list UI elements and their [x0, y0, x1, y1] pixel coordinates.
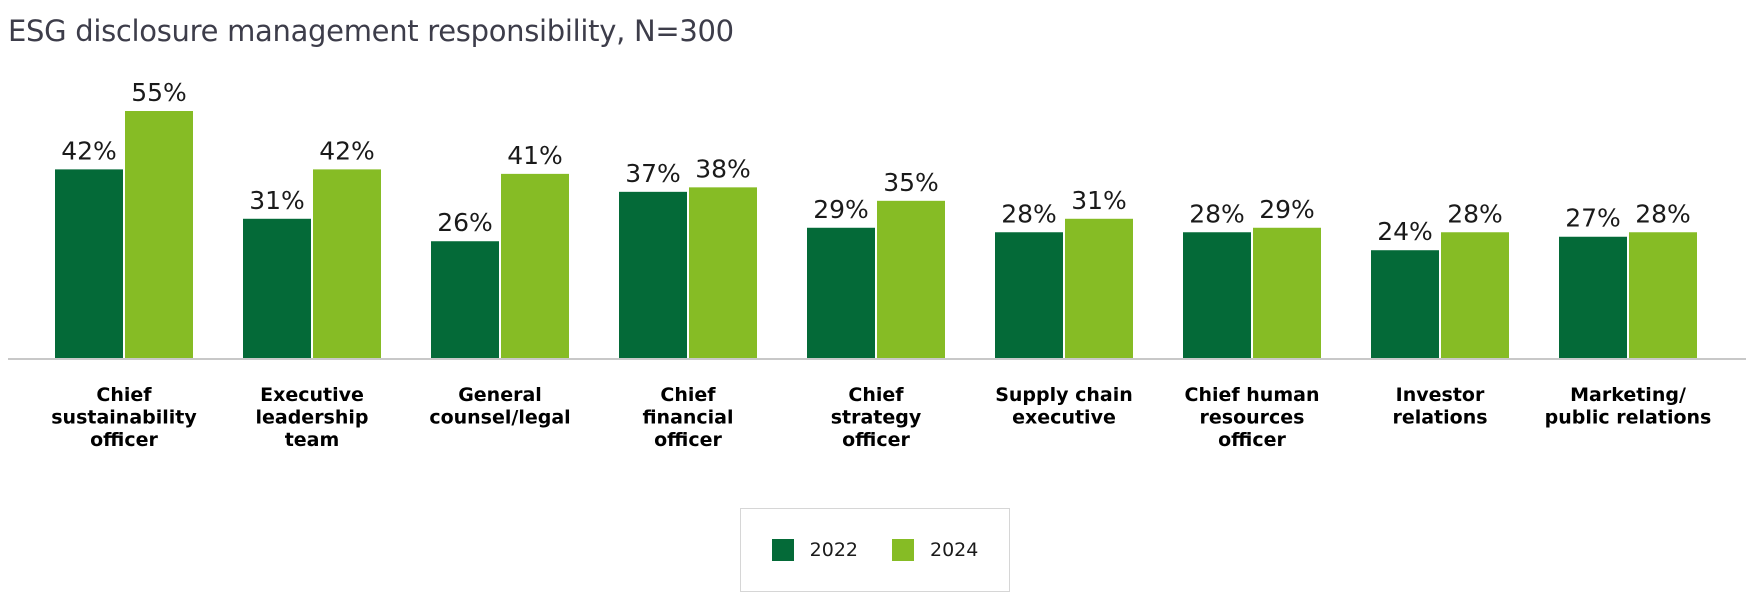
- bar-supply-chain-executive-2024: [1065, 218, 1133, 358]
- category-label-general-counsel-legal: General counsel/legal: [429, 384, 570, 429]
- legend-swatch-2024: [892, 539, 914, 561]
- bar-marketing-public-relations-2024: [1629, 232, 1697, 358]
- bar-chief-sustainability-officer-2022: [55, 169, 123, 358]
- value-label-chief-financial-officer-2022: 37%: [625, 159, 681, 188]
- bar-chief-sustainability-officer-2024: [125, 111, 193, 358]
- category-label-executive-leadership-team: Executive leadership team: [255, 384, 368, 451]
- value-label-chief-strategy-officer-2022: 29%: [813, 195, 869, 224]
- value-label-supply-chain-executive-2022: 28%: [1001, 199, 1057, 228]
- legend-item-2024: 2024: [892, 539, 978, 561]
- value-label-chief-human-resources-officer-2022: 28%: [1189, 199, 1245, 228]
- legend-label-2024: 2024: [930, 539, 979, 561]
- bar-executive-leadership-team-2022: [243, 218, 311, 358]
- bar-chief-strategy-officer-2022: [807, 227, 875, 358]
- bar-chief-financial-officer-2022: [619, 191, 687, 358]
- value-label-chief-financial-officer-2024: 38%: [695, 154, 751, 183]
- bar-general-counsel-legal-2022: [431, 241, 499, 358]
- bar-chief-human-resources-officer-2022: [1183, 232, 1251, 358]
- chart-title: ESG disclosure management responsibility…: [8, 14, 734, 48]
- category-labels-layer: Chief sustainability officer Executive leade…: [51, 384, 1711, 451]
- legend-swatch-2022: [771, 539, 794, 561]
- value-label-chief-human-resources-officer-2024: 29%: [1259, 195, 1315, 224]
- bar-investor-relations-2022: [1371, 250, 1439, 358]
- value-label-general-counsel-legal-2022: 26%: [437, 208, 493, 237]
- category-label-supply-chain-executive: Supply chain executive: [995, 384, 1133, 429]
- category-label-chief-strategy-officer: Chief strategy officer: [831, 384, 922, 451]
- value-label-general-counsel-legal-2024: 41%: [507, 141, 563, 170]
- legend: 2022 2024: [740, 508, 1010, 592]
- category-label-investor-relations: Investor relations: [1392, 384, 1487, 429]
- value-labels-layer: 42% 55% 31% 42% 26% 41% 37% 38% 29% 35% 28% 31% 28% 2…: [61, 78, 1691, 246]
- bar-supply-chain-executive-2022: [995, 232, 1063, 358]
- value-label-investor-relations-2022: 24%: [1377, 217, 1433, 246]
- bar-marketing-public-relations-2022: [1559, 236, 1627, 358]
- value-label-executive-leadership-team-2022: 31%: [249, 186, 305, 215]
- bars-layer: [55, 111, 1697, 358]
- value-label-chief-sustainability-officer-2022: 42%: [61, 136, 117, 165]
- category-label-marketing-public-relations: Marketing/public relations: [1545, 384, 1712, 429]
- value-label-chief-sustainability-officer-2024: 55%: [131, 78, 187, 107]
- bar-chief-financial-officer-2024: [689, 187, 757, 358]
- category-label-chief-sustainability-officer: Chief sustainability officer: [51, 384, 197, 451]
- bar-investor-relations-2024: [1441, 232, 1509, 358]
- value-label-marketing-public-relations-2022: 27%: [1565, 204, 1621, 233]
- value-label-investor-relations-2024: 28%: [1447, 199, 1503, 228]
- value-label-marketing-public-relations-2024: 28%: [1635, 199, 1691, 228]
- category-label-chief-financial-officer: Chief financial officer: [642, 384, 733, 451]
- bar-general-counsel-legal-2024: [501, 173, 569, 358]
- bar-executive-leadership-team-2024: [313, 169, 381, 358]
- value-label-chief-strategy-officer-2024: 35%: [883, 168, 939, 197]
- bar-chief-strategy-officer-2024: [877, 200, 945, 358]
- legend-item-2022: 2022: [771, 539, 858, 561]
- value-label-executive-leadership-team-2024: 42%: [319, 136, 375, 165]
- legend-label-2022: 2022: [809, 539, 858, 561]
- category-label-chief-human-resources-officer: Chief human resources officer: [1185, 384, 1320, 451]
- bar-chief-human-resources-officer-2024: [1253, 227, 1321, 358]
- value-label-supply-chain-executive-2024: 31%: [1071, 186, 1127, 215]
